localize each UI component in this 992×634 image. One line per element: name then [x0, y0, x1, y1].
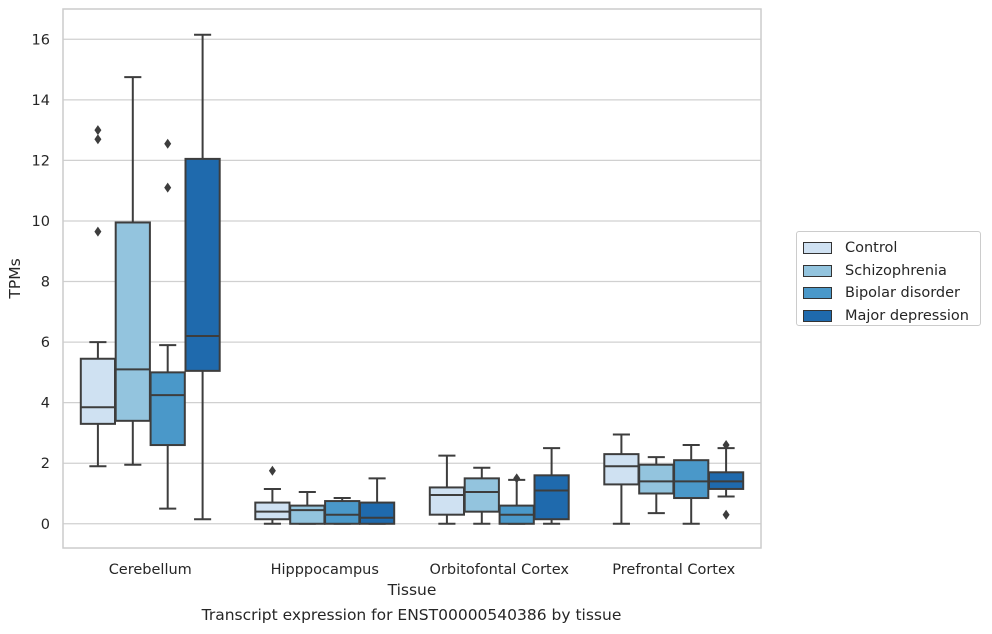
x-tick-label: Hipppocampus	[271, 562, 379, 578]
outlier-point	[268, 465, 276, 476]
outlier-point	[164, 182, 172, 193]
outlier-point	[164, 138, 172, 149]
x-axis-title: Tissue	[387, 581, 437, 599]
legend-label: Major depression	[845, 307, 969, 324]
legend-swatch	[803, 242, 832, 255]
iqr-box	[533, 474, 570, 521]
outlier-point	[94, 226, 102, 237]
outlier-point	[94, 134, 102, 145]
legend-swatch	[803, 287, 832, 300]
legend-label: Control	[845, 240, 898, 257]
y-axis-title: TPMs	[6, 258, 24, 299]
legend-label: Schizophrenia	[845, 262, 947, 279]
legend-item: Bipolar disorder	[803, 282, 980, 305]
x-tick-label: Orbitofontal Cortex	[430, 562, 570, 578]
box-major-depression	[533, 447, 570, 525]
legend-label: Bipolar disorder	[845, 285, 960, 302]
iqr-box	[324, 500, 361, 525]
outlier-point	[513, 473, 521, 484]
outlier-point	[722, 509, 730, 520]
iqr-box	[289, 504, 326, 525]
box-major-depression	[707, 440, 745, 520]
legend-item: Control	[803, 237, 980, 260]
legend-swatch	[803, 264, 832, 277]
box-control	[603, 433, 640, 525]
legend-item: Major depression	[803, 305, 980, 328]
box-control	[254, 465, 291, 525]
iqr-box	[149, 371, 186, 447]
iqr-box	[114, 221, 151, 422]
box-bipolar-disorder	[149, 138, 186, 510]
legend-swatch	[803, 309, 832, 322]
box-bipolar-disorder	[324, 497, 361, 525]
box-schizophrenia	[114, 76, 151, 466]
chart-caption: Transcript expression for ENST0000054038…	[201, 606, 622, 624]
y-tick-label: 6	[41, 335, 50, 351]
y-tick-label: 14	[32, 93, 50, 109]
iqr-box	[463, 477, 500, 513]
plot-frame	[62, 8, 762, 549]
outlier-point	[94, 125, 102, 136]
y-tick-label: 10	[32, 214, 50, 230]
legend-item: Schizophrenia	[803, 260, 980, 283]
iqr-box	[603, 453, 640, 486]
iqr-box	[79, 357, 117, 425]
box-control	[79, 125, 117, 468]
box-major-depression	[184, 33, 221, 521]
legend: Control Schizophrenia Bipolar disorder Majo…	[796, 231, 981, 326]
y-tick-label: 4	[41, 396, 50, 412]
y-tick-label: 12	[32, 153, 50, 169]
iqr-box	[184, 157, 221, 372]
box-bipolar-disorder	[673, 444, 710, 525]
box-bipolar-disorder	[498, 473, 535, 525]
outlier-point	[722, 440, 730, 451]
x-tick-label: Prefrontal Cortex	[612, 562, 735, 578]
iqr-box	[638, 463, 675, 495]
y-tick-label: 8	[41, 275, 50, 291]
iqr-box	[673, 459, 710, 500]
x-tick-label: Cerebellum	[109, 562, 192, 578]
y-tick-label: 16	[32, 32, 50, 48]
box-control	[428, 454, 466, 525]
y-tick-label: 2	[41, 456, 50, 472]
box-schizophrenia	[289, 490, 326, 525]
y-tick-labels: 0 2 4 6 8 10 12 14 16	[32, 32, 50, 532]
iqr-box	[428, 486, 466, 516]
box-major-depression	[358, 477, 396, 525]
box-layer	[79, 33, 745, 525]
box-schizophrenia	[638, 456, 675, 515]
y-tick-label: 0	[41, 517, 50, 533]
box-schizophrenia	[463, 466, 500, 525]
x-tick-labels: Cerebellum Hipppocampus Orbitofontal Corte…	[109, 562, 736, 578]
iqr-box	[358, 501, 396, 525]
